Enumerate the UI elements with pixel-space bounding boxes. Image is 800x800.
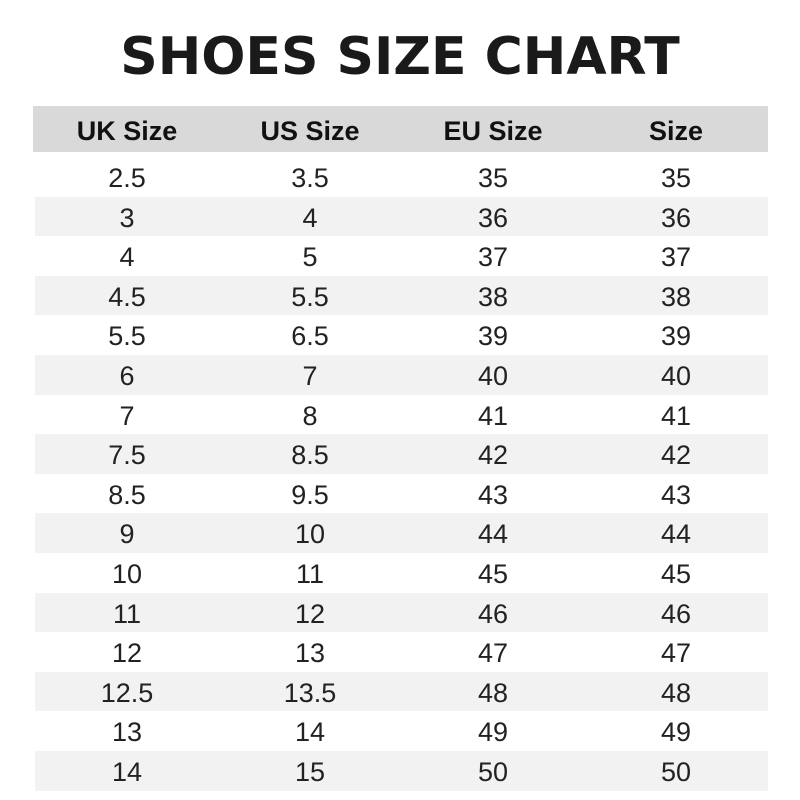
table-row: 10 11 45 45 [35,553,768,593]
table-cell: 39 [660,321,692,352]
table-cell: 38 [477,281,509,312]
table-cell: 4 [302,202,318,233]
table-cell: 48 [477,677,509,708]
table-cell: 2.5 [108,163,146,193]
table-cell: 5 [302,242,318,273]
table-cell: 37 [477,242,509,273]
table-cell: 39 [477,321,509,352]
table-cell: 43 [660,479,692,510]
table-row: 7 8 41 41 [35,395,768,435]
table-cell: 50 [660,757,692,787]
table-cell: 46 [477,598,509,629]
table-cell: 48 [660,677,692,708]
table-cell: 13.5 [283,677,337,708]
table-cell: 12.5 [100,677,154,708]
table-row: 4.5 5.5 38 38 [35,275,768,316]
table-cell: 7.5 [108,440,146,471]
table-cell: 10 [111,559,143,589]
table-cell: 41 [660,400,692,431]
table-cell: 14 [294,717,326,748]
table-cell: 14 [111,757,143,787]
table-cell: 9.5 [291,479,329,510]
table-cell: 3 [119,202,135,233]
table-row: 12.5 13.5 48 48 [35,671,768,712]
table-cell: 41 [477,400,509,431]
table-cell: 44 [477,519,509,550]
table-cell: 8.5 [291,440,329,471]
column-header: Size [648,116,704,146]
table-cell: 13 [294,638,326,669]
column-header: EU Size [443,116,543,146]
table-row: 6 7 40 40 [35,355,768,395]
table-cell: 47 [477,638,509,669]
table-cell: 47 [660,638,692,669]
table-cell: 44 [660,519,692,550]
table-row: 9 10 44 44 [35,513,768,553]
table-cell: 9 [119,519,135,550]
table-cell: 8 [302,400,318,431]
table-cell: 12 [294,598,326,629]
table-cell: 4 [119,242,135,273]
table-cell: 45 [660,559,692,589]
table-cell: 7 [119,400,135,431]
column-header: UK Size [76,116,178,146]
table-header: UK Size US Size EU Size Size [33,106,768,152]
table-row: 7.5 8.5 42 42 [35,434,768,474]
table-cell: 12 [111,638,143,669]
table-cell: 40 [660,361,692,391]
table-cell: 35 [477,163,509,193]
table-cell: 11 [112,598,142,629]
table-cell: 6 [119,361,135,391]
table-row: 14 15 50 50 [35,751,768,791]
table-cell: 13 [111,717,143,748]
table-cell: 5.5 [108,321,146,352]
table-cell: 42 [660,440,692,471]
table-cell: 5.5 [291,281,329,312]
table-cell: 35 [660,163,692,193]
table-cell: 38 [660,281,692,312]
table-row: 11 12 46 46 [35,592,768,633]
table-cell: 7 [302,361,318,391]
chart-title: SHOES SIZE CHART [120,27,680,87]
table-row: 3 4 36 36 [35,196,768,237]
table-row: 2.5 3.5 35 35 [35,157,768,197]
table-cell: 42 [477,440,509,471]
table-cell: 4.5 [108,281,146,312]
table-row: 8.5 9.5 43 43 [35,474,768,514]
table-cell: 8.5 [108,479,146,510]
table-cell: 6.5 [291,321,329,352]
table-cell: 50 [477,757,509,787]
table-row: 13 14 49 49 [35,711,768,751]
table-cell: 36 [477,202,509,233]
table-cell: 36 [660,202,692,233]
table-cell: 37 [660,242,692,273]
table-row: 5.5 6.5 39 39 [35,315,768,355]
table-cell: 49 [660,717,692,748]
table-cell: 11 [295,559,325,589]
table-cell: 15 [294,757,326,787]
table-cell: 46 [660,598,692,629]
column-header: US Size [260,116,360,146]
table-cell: 40 [477,361,509,391]
table-cell: 10 [294,519,326,550]
table-cell: 45 [477,559,509,589]
table-row: 12 13 47 47 [35,632,768,672]
table-cell: 49 [477,717,509,748]
table-cell: 3.5 [291,163,329,193]
table-row: 4 5 37 37 [35,236,768,276]
table-cell: 43 [477,479,509,510]
